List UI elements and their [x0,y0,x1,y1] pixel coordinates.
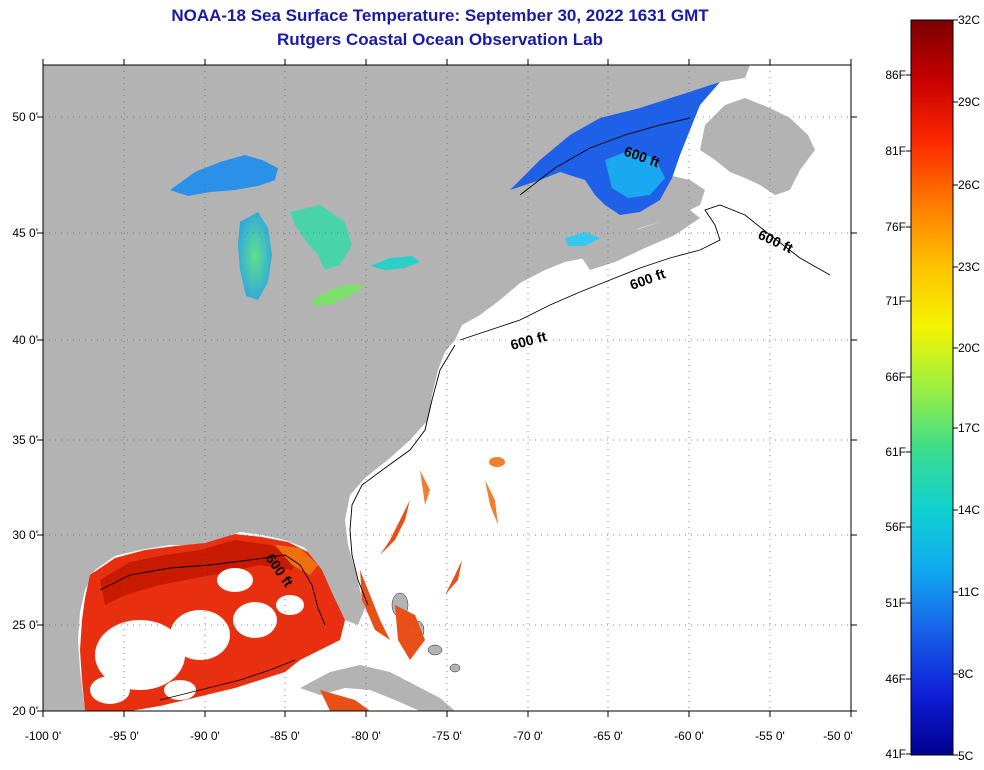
map-title: NOAA-18 Sea Surface Temperature: Septemb… [171,6,709,25]
lat-label: 50 0' [12,110,38,124]
colorbar-f-label: 61F [885,445,906,459]
sst-gulf-coast-hot [100,540,300,605]
lat-label: 35 0' [12,433,38,447]
lake-ontario [370,256,420,270]
colorbar-c-label: 14C [958,503,980,517]
lon-axis-labels: -100 0' -95 0' -90 0' -85 0' -80 0' -75 … [25,729,853,743]
colorbar-f-label: 81F [885,144,906,158]
lon-label: -95 0' [109,729,139,743]
lake-michigan [238,212,272,300]
lon-label: -55 0' [755,729,785,743]
colorbar-f-label: 71F [885,294,906,308]
sst-gulf-st-lawrence-inner [605,150,665,198]
colorbar-c-labels: 32C 29C 26C 23C 20C 17C 14C 11C 8C 5C [958,13,980,763]
land-cuba [300,665,455,711]
lon-label: -65 0' [593,729,623,743]
sst-bay-of-fundy [565,232,600,246]
lon-label: -100 0' [25,729,61,743]
colorbar-c-label: 5C [958,749,974,763]
great-lakes [170,155,420,306]
colorbar-f-labels: 86F 81F 76F 71F 66F 61F 56F 51F 46F 41F [885,68,906,761]
sst-gulf-st-lawrence [510,82,720,215]
colorbar-f-label: 41F [885,747,906,761]
lake-huron [290,205,352,270]
colorbar-scale [910,19,954,756]
lake-erie [312,284,365,306]
lon-label: -75 0' [432,729,462,743]
colorbar-c-label: 11C [958,585,979,599]
colorbar-f-label: 66F [885,370,906,384]
lat-label: 20 0' [12,704,38,718]
sst-gulf-warm-orange [275,545,318,575]
colorbar-c-label: 26C [958,178,980,192]
lon-label: -50 0' [823,729,853,743]
colorbar-f-label: 46F [885,672,906,686]
colorbar: 86F 81F 76F 71F 66F 61F 56F 51F 46F 41F … [885,13,980,763]
lon-label: -90 0' [190,729,220,743]
axis-ticks [37,59,857,717]
colorbar-f-label: 51F [885,596,906,610]
colorbar-c-label: 23C [958,260,980,274]
lon-label: -85 0' [270,729,300,743]
colorbar-f-label: 76F [885,220,906,234]
lat-axis-labels: 50 0' 45 0' 40 0' 35 0' 30 0' 25 0' 20 0… [12,110,38,718]
lon-label: -70 0' [513,729,543,743]
colorbar-f-label: 56F [885,520,906,534]
map-contents: 600 ft 600 ft 600 ft 600 ft 600 ft [43,65,851,711]
land-nova-scotia [580,210,700,270]
colorbar-c-label: 20C [958,341,980,355]
map-subtitle: Rutgers Coastal Ocean Observation Lab [277,30,603,49]
isobath-600ft [99,117,831,701]
colorbar-c-label: 29C [958,95,980,109]
colorbar-c-label: 32C [958,13,980,27]
colorbar-ticks [906,19,958,756]
land-north-america [43,65,750,711]
lon-label: -80 0' [351,729,381,743]
lat-label: 45 0' [12,226,38,240]
lat-label: 30 0' [12,528,38,542]
colorbar-f-label: 86F [885,68,906,82]
lat-label: 40 0' [12,333,38,347]
lon-label: -60 0' [674,729,704,743]
cloud-mask-gulf [90,568,304,704]
lat-label: 25 0' [12,618,38,632]
colorbar-c-label: 17C [958,421,980,435]
land-newfoundland [700,98,815,195]
colorbar-c-label: 8C [958,667,974,681]
lake-superior [170,155,278,196]
